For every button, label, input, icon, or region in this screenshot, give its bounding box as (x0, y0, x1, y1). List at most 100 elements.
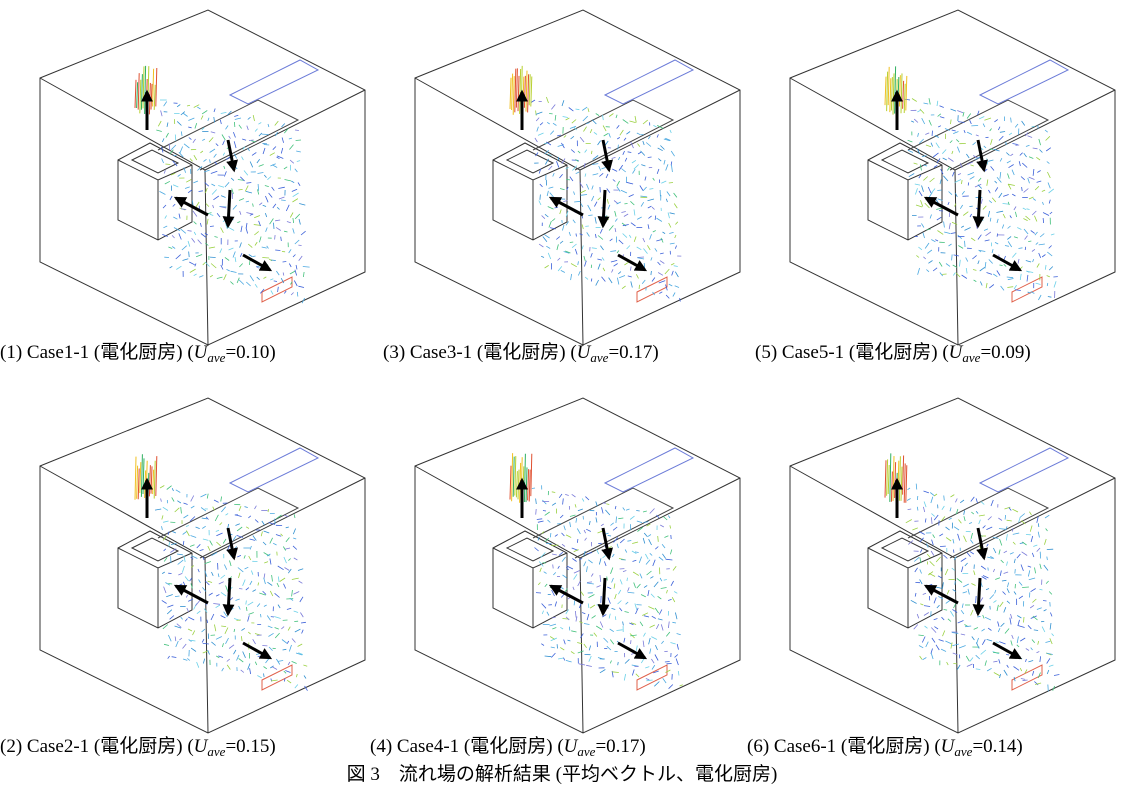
vector (204, 159, 207, 161)
vector (263, 542, 266, 545)
vector (221, 196, 225, 198)
vector (576, 234, 577, 237)
vector (248, 516, 250, 518)
vector (1032, 599, 1036, 603)
panel-caption: (5) Case5-1 (電化厨房) (Uave=0.09) (755, 341, 1031, 365)
vector (601, 524, 604, 526)
vector (632, 670, 634, 676)
caption-subscript: ave (207, 744, 225, 759)
vector (997, 271, 1000, 276)
vector (293, 218, 294, 223)
vector (235, 524, 239, 526)
vector (291, 293, 294, 296)
vector (1013, 542, 1015, 545)
vector (958, 246, 963, 249)
vector (675, 286, 679, 288)
vector (617, 278, 618, 285)
vector (1008, 279, 1014, 280)
vector (193, 139, 196, 143)
vector (629, 235, 631, 238)
vector (293, 592, 299, 595)
vector (964, 536, 967, 542)
vector (917, 507, 918, 511)
vector (649, 189, 653, 190)
vector (925, 518, 926, 522)
vector (1037, 171, 1040, 173)
vector (287, 222, 291, 223)
vector (633, 560, 637, 561)
vector (1010, 553, 1014, 555)
vector (1024, 153, 1027, 157)
vector (589, 646, 590, 651)
vector (582, 499, 584, 502)
vector (954, 527, 959, 530)
vector (1045, 265, 1046, 270)
vector (235, 515, 242, 517)
vector (675, 655, 678, 658)
jet-vector (888, 67, 889, 105)
vector (181, 209, 186, 210)
vector (952, 255, 953, 261)
room-outline (40, 398, 365, 733)
vector (294, 514, 295, 518)
vector (636, 511, 639, 512)
vector (937, 231, 943, 235)
vector (588, 604, 589, 609)
vector (658, 273, 663, 276)
vector (1007, 520, 1012, 521)
vector (238, 189, 242, 190)
vector (264, 605, 267, 607)
vector (670, 643, 675, 645)
vector (647, 245, 650, 250)
vector (619, 240, 623, 244)
vector (241, 226, 242, 232)
vector (652, 278, 655, 282)
vector (275, 220, 280, 221)
vector (671, 263, 674, 265)
vector (923, 165, 927, 166)
vector (235, 118, 241, 120)
vector (261, 532, 262, 537)
jet-vector (154, 461, 155, 499)
vector (952, 633, 958, 634)
vector (237, 278, 239, 283)
vector (925, 133, 929, 135)
vector (608, 205, 610, 210)
ceiling-duct (605, 448, 693, 492)
vector (951, 120, 952, 125)
jet-vector (891, 77, 892, 110)
vector (615, 616, 616, 620)
vector (283, 262, 287, 263)
vector (1019, 161, 1020, 166)
vector (180, 147, 183, 153)
jet-vector (512, 74, 513, 110)
vector (1013, 533, 1019, 534)
vector (292, 189, 297, 191)
vector (961, 610, 964, 614)
vector (623, 120, 629, 124)
vector (1054, 281, 1056, 287)
vector (655, 655, 658, 661)
vector (227, 659, 230, 662)
vector (923, 233, 925, 239)
vector (628, 592, 635, 593)
vector (209, 137, 213, 142)
vector (172, 497, 174, 501)
caption-subscript: ave (590, 350, 608, 365)
vector (655, 216, 656, 220)
vector (660, 146, 664, 150)
vector (592, 186, 593, 190)
vector (211, 614, 214, 620)
vector (1054, 675, 1059, 676)
vector (1001, 286, 1004, 290)
vector (273, 543, 276, 545)
vector (1046, 148, 1051, 151)
vector (558, 157, 559, 160)
vector (194, 105, 199, 108)
vector (284, 557, 287, 563)
vector (610, 251, 616, 252)
vector (618, 272, 621, 274)
vector (930, 178, 935, 182)
vector (1000, 674, 1001, 678)
vector (661, 641, 663, 644)
